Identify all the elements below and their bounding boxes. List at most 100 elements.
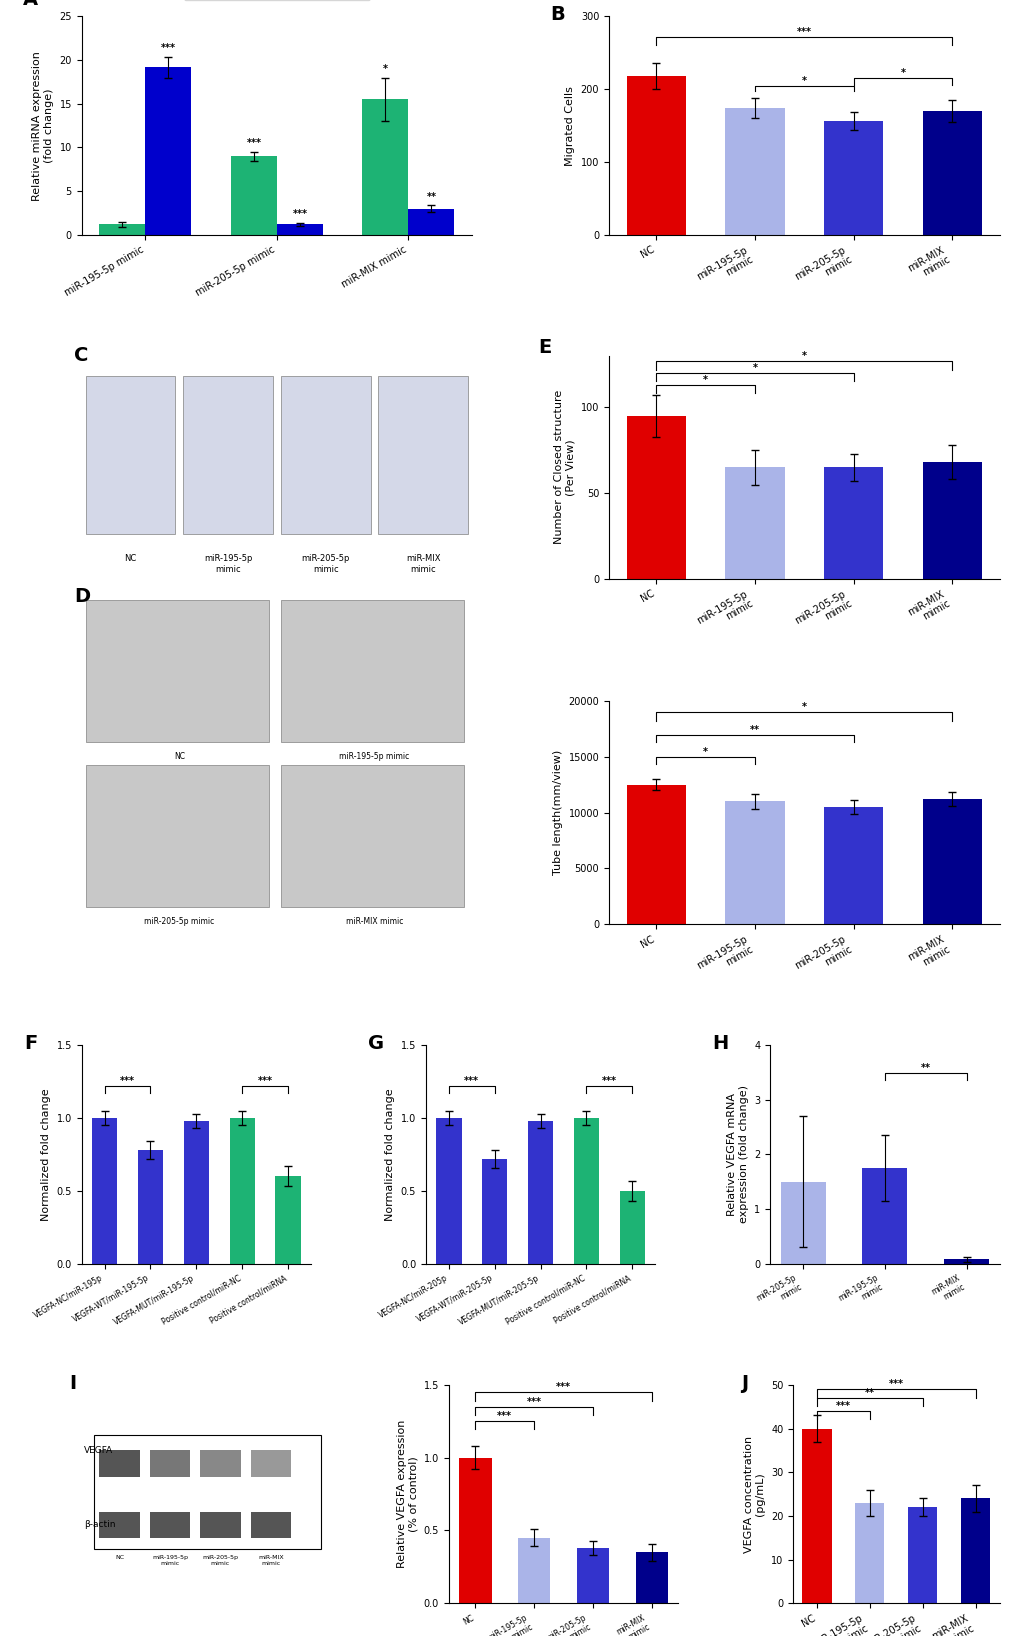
- Text: miR-195-5p mimic: miR-195-5p mimic: [339, 753, 410, 761]
- Bar: [922, 800, 981, 924]
- Text: E: E: [538, 339, 551, 357]
- Text: C: C: [73, 347, 88, 365]
- Bar: [855, 1503, 883, 1603]
- Text: **: **: [749, 725, 759, 735]
- Bar: [823, 121, 882, 236]
- Text: ***: ***: [555, 1382, 571, 1392]
- Bar: [518, 1538, 550, 1603]
- Bar: [275, 1176, 301, 1263]
- Bar: [200, 1512, 240, 1538]
- Text: A: A: [23, 0, 38, 10]
- Text: ***: ***: [120, 1076, 135, 1086]
- Bar: [146, 67, 192, 236]
- Text: ***: ***: [796, 26, 811, 36]
- Text: G: G: [368, 1034, 384, 1054]
- Bar: [482, 1158, 506, 1263]
- Text: ***: ***: [161, 43, 175, 52]
- Text: *: *: [702, 375, 707, 384]
- Bar: [944, 1260, 988, 1263]
- Bar: [183, 1121, 209, 1263]
- Text: H: H: [712, 1034, 729, 1054]
- Text: ***: ***: [247, 139, 261, 149]
- Bar: [86, 600, 269, 743]
- Text: ***: ***: [292, 209, 307, 219]
- Bar: [960, 1499, 989, 1603]
- Bar: [280, 766, 464, 908]
- Text: *: *: [801, 702, 806, 712]
- Bar: [280, 376, 370, 535]
- Text: F: F: [24, 1034, 38, 1054]
- Text: *: *: [702, 748, 707, 757]
- Bar: [626, 416, 685, 579]
- Bar: [823, 807, 882, 924]
- Bar: [280, 600, 464, 743]
- Bar: [251, 1512, 290, 1538]
- Text: **: **: [920, 1062, 930, 1073]
- Bar: [276, 224, 323, 236]
- Bar: [86, 376, 175, 535]
- Bar: [576, 1548, 608, 1603]
- Text: **: **: [426, 191, 436, 201]
- Bar: [922, 111, 981, 236]
- Bar: [138, 1150, 163, 1263]
- Text: NC: NC: [124, 555, 137, 563]
- Bar: [230, 155, 276, 236]
- Bar: [99, 1451, 140, 1477]
- Text: *: *: [801, 75, 806, 85]
- Text: D: D: [73, 587, 90, 607]
- Text: *: *: [752, 363, 757, 373]
- Text: J: J: [741, 1374, 748, 1392]
- Text: miR-MIX
mimic: miR-MIX mimic: [258, 1556, 283, 1566]
- Text: ***: ***: [258, 1076, 272, 1086]
- Bar: [802, 1428, 830, 1603]
- Bar: [92, 1117, 117, 1263]
- Bar: [94, 1435, 321, 1549]
- Bar: [907, 1507, 936, 1603]
- Bar: [922, 463, 981, 579]
- Bar: [725, 108, 784, 236]
- Text: ***: ***: [601, 1076, 616, 1086]
- Text: miR-MIX
mimic: miR-MIX mimic: [406, 555, 440, 574]
- Bar: [408, 208, 454, 236]
- Y-axis label: Normalized fold change: Normalized fold change: [41, 1088, 51, 1220]
- Text: ***: ***: [497, 1412, 512, 1422]
- Text: **: **: [864, 1387, 874, 1399]
- Text: miR-205-5p mimic: miR-205-5p mimic: [144, 918, 214, 926]
- Bar: [99, 224, 146, 236]
- Bar: [378, 376, 468, 535]
- Bar: [626, 785, 685, 924]
- Bar: [86, 766, 269, 908]
- Text: ***: ***: [464, 1076, 479, 1086]
- Y-axis label: Relative miRNA expression
(fold change): Relative miRNA expression (fold change): [33, 51, 54, 201]
- Bar: [99, 1512, 140, 1538]
- Y-axis label: Relative VEGFA expression
(% of control): Relative VEGFA expression (% of control): [396, 1420, 418, 1569]
- Y-axis label: VEGFA concentration
(pg/mL): VEGFA concentration (pg/mL): [743, 1435, 764, 1553]
- Text: miR-195-5p
mimic: miR-195-5p mimic: [152, 1556, 187, 1566]
- Text: *: *: [900, 69, 905, 79]
- Bar: [780, 1181, 824, 1263]
- Bar: [574, 1117, 598, 1263]
- Text: NC: NC: [115, 1556, 124, 1561]
- Bar: [861, 1168, 907, 1263]
- Text: ***: ***: [888, 1379, 903, 1389]
- Y-axis label: Normalized fold change: Normalized fold change: [385, 1088, 394, 1220]
- Bar: [626, 75, 685, 236]
- Y-axis label: Tube length(mm/view): Tube length(mm/view): [552, 749, 562, 875]
- Y-axis label: Number of Closed structure
(Per View): Number of Closed structure (Per View): [553, 391, 575, 545]
- Bar: [251, 1451, 290, 1477]
- Text: miR-MIX mimic: miR-MIX mimic: [345, 918, 403, 926]
- Bar: [823, 468, 882, 579]
- Y-axis label: Relative VEGFA mRNA
expression (fold change): Relative VEGFA mRNA expression (fold cha…: [727, 1085, 748, 1224]
- Text: B: B: [550, 5, 565, 25]
- Bar: [183, 376, 273, 535]
- Bar: [200, 1451, 240, 1477]
- Bar: [635, 1553, 667, 1603]
- Bar: [362, 100, 408, 236]
- Bar: [150, 1512, 190, 1538]
- Bar: [620, 1191, 644, 1263]
- Text: *: *: [382, 64, 387, 74]
- Bar: [725, 468, 784, 579]
- Text: miR-205-5p
mimic: miR-205-5p mimic: [202, 1556, 238, 1566]
- Text: miR-195-5p
mimic: miR-195-5p mimic: [204, 555, 252, 574]
- Text: β-actin: β-actin: [84, 1520, 115, 1530]
